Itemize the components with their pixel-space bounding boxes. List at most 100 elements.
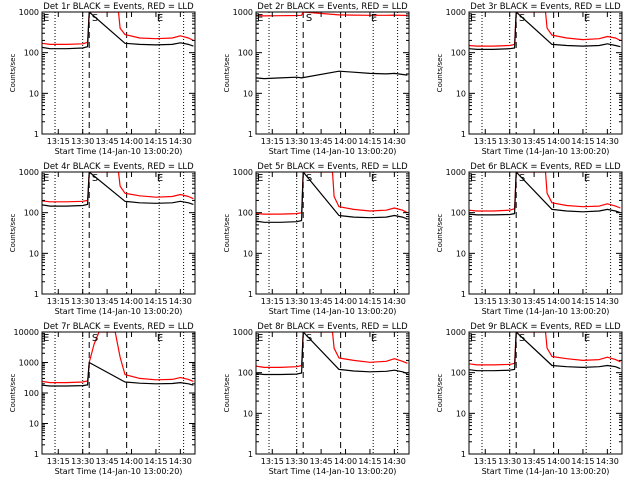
events-series-line	[469, 12, 621, 51]
y-tick-label: 10	[456, 89, 466, 98]
y-tick-label: 1000	[19, 8, 39, 17]
x-tick-label: 13:30	[498, 297, 521, 306]
marker-annotation: S	[306, 333, 312, 344]
series-group	[256, 332, 408, 376]
series-group	[469, 172, 621, 216]
marker-annotation: E	[157, 173, 163, 184]
y-tick-label: 10	[243, 89, 253, 98]
y-tick-label: 10	[29, 420, 39, 429]
plot-frame	[468, 171, 623, 295]
y-tick-label: 1	[461, 290, 466, 299]
y-tick-label: 10	[456, 409, 466, 418]
panel-title: Det 8r BLACK = Events, RED = LLD	[257, 322, 408, 332]
events-series-line	[469, 332, 621, 372]
y-tick-label: 1000	[19, 359, 39, 368]
y-tick-label: 1000	[446, 168, 466, 177]
x-tick-label: 14:00	[547, 457, 570, 466]
x-tick-label: 14:30	[596, 457, 619, 466]
x-tick-label: 13:30	[285, 297, 308, 306]
y-axis-label: Counts/sec	[223, 374, 231, 413]
x-tick-label: 14:00	[120, 137, 143, 146]
events-series-line	[42, 12, 194, 50]
y-axis-label: Counts/sec	[436, 214, 444, 253]
marker-annotation: E	[157, 333, 163, 344]
y-axis-label: Counts/sec	[223, 214, 231, 253]
x-axis-label: Start Time (14-Jan-10 13:00:20)	[269, 467, 397, 476]
panel-title: Det 3r BLACK = Events, RED = LLD	[470, 2, 621, 12]
x-tick-label: 13:30	[285, 137, 308, 146]
x-tick-label: 13:45	[523, 457, 546, 466]
y-tick-label: 10	[29, 249, 39, 258]
marker-annotation: S	[519, 173, 525, 184]
marker-annotation: E	[584, 173, 590, 184]
panel-title: Det 6r BLACK = Events, RED = LLD	[470, 162, 621, 172]
x-tick-label: 13:45	[523, 137, 546, 146]
y-axis-label: Counts/sec	[9, 54, 17, 93]
y-tick-label: 1000	[233, 8, 253, 17]
y-axis-label: Counts/sec	[436, 374, 444, 413]
x-tick-label: 14:30	[169, 297, 192, 306]
x-tick-label: 14:30	[169, 457, 192, 466]
lld-series-line	[256, 12, 408, 17]
lld-series-line	[42, 332, 194, 384]
events-series-line	[42, 172, 194, 207]
plot-frame	[468, 11, 623, 135]
y-tick-label: 10	[243, 249, 253, 258]
x-tick-label: 14:30	[383, 457, 406, 466]
marker-annotation: E	[257, 173, 263, 184]
lld-series-line	[42, 12, 194, 46]
x-tick-label: 13:15	[474, 137, 497, 146]
marker-annotation: E	[470, 173, 476, 184]
x-tick-label: 13:45	[96, 137, 119, 146]
y-tick-label: 1	[248, 290, 253, 299]
y-tick-label: 1000	[233, 168, 253, 177]
x-axis-label: Start Time (14-Jan-10 13:00:20)	[269, 307, 397, 316]
x-tick-label: 13:15	[261, 457, 284, 466]
y-tick-label: 1	[461, 130, 466, 139]
marker-annotation: E	[157, 13, 163, 24]
x-tick-label: 14:15	[358, 457, 381, 466]
x-axis-label: Start Time (14-Jan-10 13:00:20)	[55, 467, 183, 476]
y-tick-label: 100	[451, 49, 466, 58]
x-tick-label: 14:00	[120, 457, 143, 466]
y-tick-label: 1	[461, 450, 466, 459]
marker-annotation: E	[584, 13, 590, 24]
events-series-line	[256, 70, 408, 80]
x-tick-label: 13:30	[498, 457, 521, 466]
lld-series-line	[256, 332, 408, 368]
panel-title: Det 7r BLACK = Events, RED = LLD	[43, 322, 194, 332]
events-series-line	[42, 361, 194, 387]
marker-annotation: S	[92, 13, 98, 24]
lld-series-line	[469, 172, 621, 212]
lld-series-line	[256, 172, 408, 215]
marker-annotation: E	[371, 173, 377, 184]
x-tick-label: 14:30	[596, 137, 619, 146]
x-tick-label: 14:15	[571, 457, 594, 466]
x-tick-label: 14:15	[144, 297, 167, 306]
x-tick-label: 13:30	[71, 297, 94, 306]
y-tick-label: 10	[29, 89, 39, 98]
marker-annotation: S	[306, 173, 312, 184]
marker-annotation: E	[257, 13, 263, 24]
x-axis-label: Start Time (14-Jan-10 13:00:20)	[482, 147, 610, 156]
series-group	[42, 172, 194, 207]
y-axis-label: Counts/sec	[9, 374, 17, 413]
x-tick-label: 14:15	[571, 137, 594, 146]
marker-annotation: E	[470, 13, 476, 24]
y-tick-label: 1000	[446, 328, 466, 337]
x-tick-label: 13:15	[261, 297, 284, 306]
y-tick-label: 100	[24, 49, 39, 58]
panel-title: Det 9r BLACK = Events, RED = LLD	[470, 322, 621, 332]
marker-annotation: E	[43, 173, 49, 184]
y-axis-label: Counts/sec	[223, 54, 231, 93]
x-tick-label: 14:15	[571, 297, 594, 306]
marker-annotation: E	[43, 13, 49, 24]
marker-annotation: E	[43, 333, 49, 344]
x-tick-label: 14:00	[334, 137, 357, 146]
marker-annotation: S	[92, 333, 98, 344]
events-series-line	[256, 172, 408, 223]
panel-title: Det 2r BLACK = Events, RED = LLD	[257, 2, 408, 12]
